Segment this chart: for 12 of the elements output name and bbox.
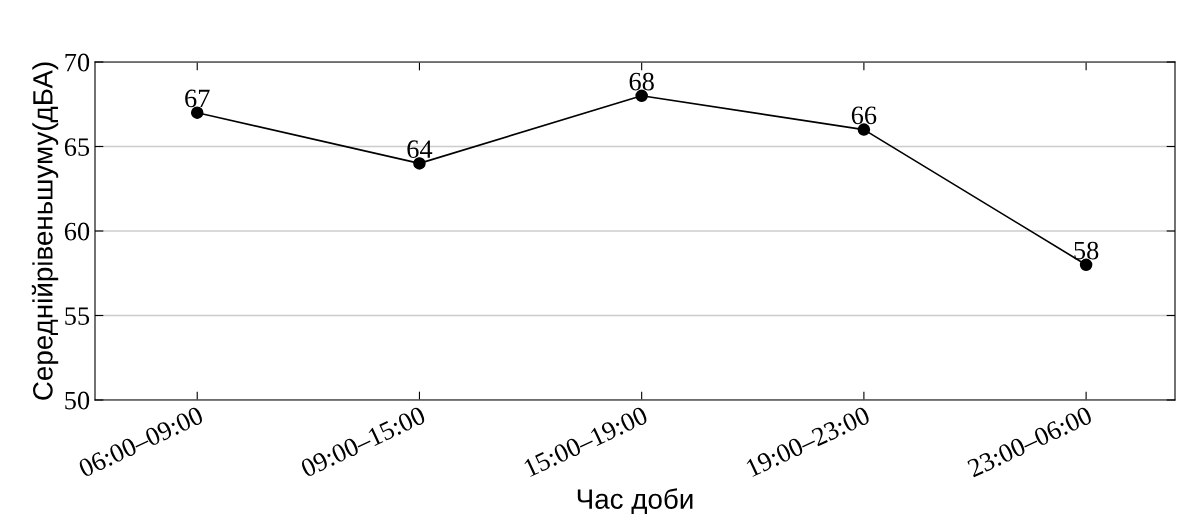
- data-label: 67: [185, 89, 210, 108]
- data-label: 68: [629, 72, 654, 91]
- y-tick-label: 65: [64, 138, 90, 156]
- y-axis-title: Середнійрівеньшуму(дБА): [31, 62, 59, 400]
- x-axis-title: Час доби: [577, 488, 693, 514]
- data-label: 58: [1074, 241, 1099, 260]
- y-tick-label: 70: [65, 53, 90, 72]
- y-tick-label: 60: [64, 222, 90, 241]
- y-tick-label: 55: [65, 307, 90, 325]
- point: [413, 157, 426, 170]
- data-label: 66: [851, 106, 877, 125]
- data-label: 64: [407, 140, 433, 159]
